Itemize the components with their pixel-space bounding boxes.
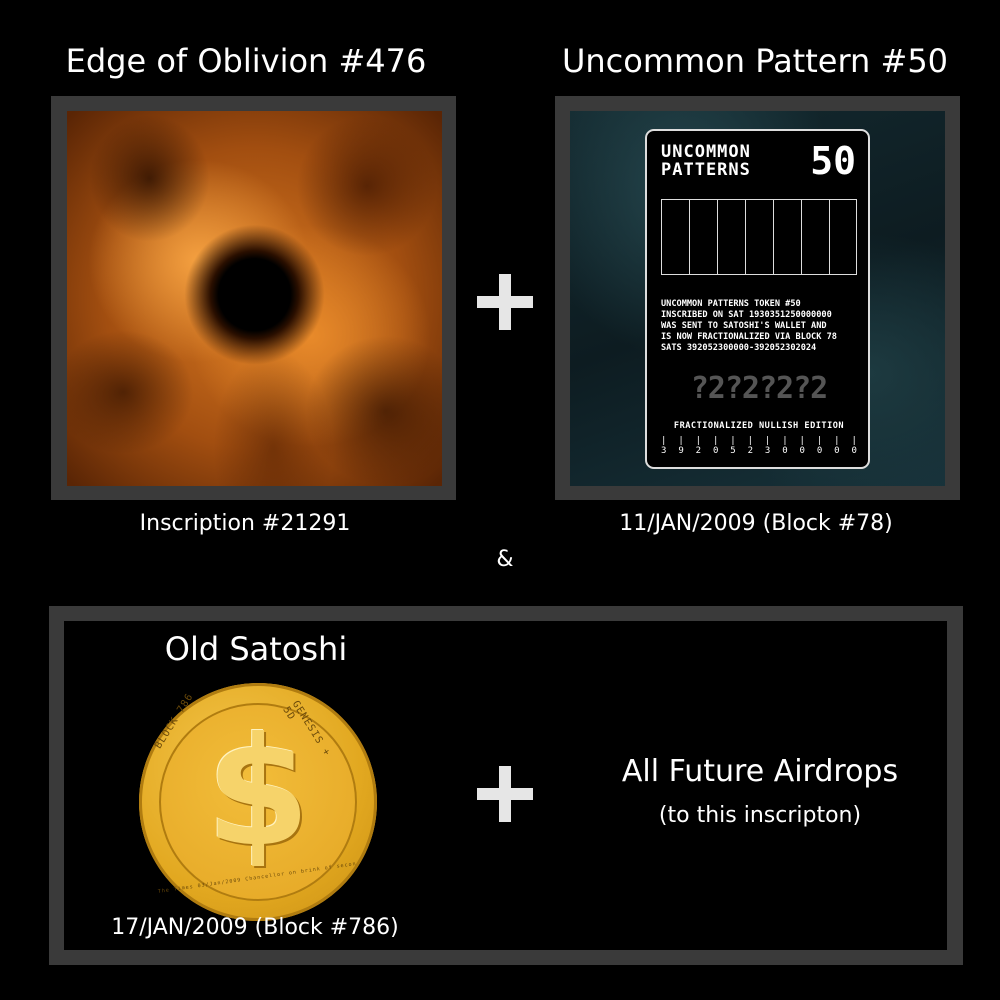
card-heading: UNCOMMON PATTERNS [661,142,751,180]
card-digit: 0 [851,436,856,456]
card-digit: 0 [713,436,718,456]
bitcoin-coin-icon: $ BLOCK 786 GENESIS + 5D The Times 03/Ja… [139,683,377,921]
card-edition: FRACTIONALIZED NULLISH EDITION [673,421,845,431]
card-digit: 2 [696,436,701,456]
oblivion-artwork [67,111,442,486]
card-digit: 5 [730,436,735,456]
plus-icon [477,766,533,822]
plus-icon [477,274,533,330]
card-digit: 0 [817,436,822,456]
card-digit: 3 [661,436,666,456]
card-grid [661,199,857,275]
pattern-caption: 11/JAN/2009 (Block #78) [619,511,893,536]
card-pixel-glyphs: ?2?2?2?2 [690,371,829,406]
oblivion-title: Edge of Oblivion #476 [65,42,427,80]
card-description: UNCOMMON PATTERNS TOKEN #50 INSCRIBED ON… [661,299,837,353]
airdrops-title: All Future Airdrops [621,754,899,789]
pattern-card: UNCOMMON PATTERNS 50 UNCOMMON PATTERNS T… [645,129,870,469]
satoshi-caption: 17/JAN/2009 (Block #786) [111,915,399,940]
card-digit: 3 [765,436,770,456]
oblivion-caption: Inscription #21291 [139,511,351,536]
card-digit-row: 392052300000 [661,436,857,456]
coin-dollar-glyph: $ [205,706,311,880]
ampersand: & [496,547,514,572]
card-digit: 0 [782,436,787,456]
card-digit: 0 [834,436,839,456]
satoshi-title: Old Satoshi [164,630,348,668]
airdrops-note: (to this inscripton) [658,803,862,828]
pattern-title: Uncommon Pattern #50 [561,42,949,80]
card-digit: 9 [678,436,683,456]
card-digit: 0 [800,436,805,456]
card-number: 50 [810,139,856,183]
card-digit: 2 [748,436,753,456]
pattern-artwork: UNCOMMON PATTERNS 50 UNCOMMON PATTERNS T… [570,111,945,486]
